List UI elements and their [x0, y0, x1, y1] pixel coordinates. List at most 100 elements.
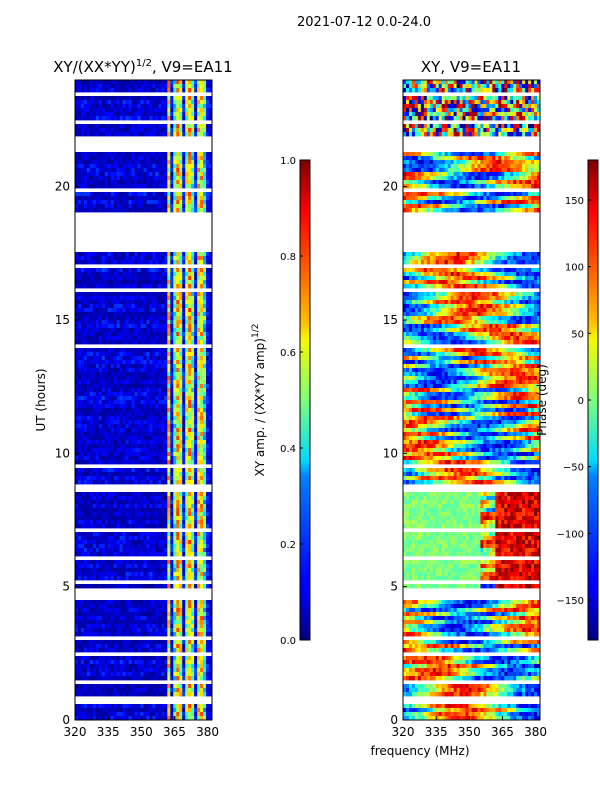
heatmap-cell — [158, 116, 162, 121]
heatmap-cell — [143, 380, 147, 385]
heatmap-cell — [119, 612, 124, 617]
heatmap-cell — [182, 276, 186, 281]
heatmap-cell — [128, 336, 132, 341]
heatmap-cell — [92, 320, 97, 325]
heatmap-cell — [179, 284, 183, 289]
heatmap-cell — [98, 552, 103, 557]
heatmap-cell — [203, 496, 207, 501]
heatmap-cell — [146, 268, 150, 273]
heatmap-cell — [125, 96, 130, 101]
heatmap-cell — [206, 416, 210, 421]
heatmap-cell — [122, 568, 127, 573]
heatmap-cell — [77, 104, 82, 109]
heatmap-cell — [113, 380, 118, 385]
heatmap-cell — [152, 256, 156, 261]
heatmap-cell — [155, 384, 159, 389]
heatmap-cell — [179, 512, 183, 517]
heatmap-cell — [134, 208, 138, 213]
heatmap-cell — [131, 308, 135, 313]
heatmap-cell — [98, 384, 103, 389]
heatmap-cell — [173, 384, 177, 389]
heatmap-cell — [146, 116, 150, 121]
heatmap-cell — [158, 292, 162, 297]
heatmap-cell — [146, 360, 150, 365]
heatmap-cell — [173, 352, 177, 357]
heatmap-cell — [128, 380, 132, 385]
heatmap-cell — [143, 152, 147, 157]
heatmap-cell — [194, 560, 198, 565]
heatmap-cell — [203, 384, 207, 389]
heatmap-cell — [119, 328, 124, 333]
heatmap-cell — [143, 156, 147, 161]
heatmap-cell — [107, 504, 112, 509]
heatmap-cell — [122, 544, 127, 549]
heatmap-cell — [188, 304, 192, 309]
heatmap-cell — [191, 608, 195, 613]
heatmap-cell — [137, 328, 141, 333]
heatmap-cell — [95, 560, 100, 565]
heatmap-cell — [146, 196, 150, 201]
heatmap-cell — [92, 584, 97, 589]
heatmap-cell — [176, 612, 180, 617]
heatmap-cell — [167, 568, 171, 573]
heatmap-cell — [206, 340, 210, 345]
heatmap-cell — [185, 88, 189, 93]
heatmap-cell — [191, 424, 195, 429]
heatmap-cell — [176, 300, 180, 305]
heatmap-cell — [101, 192, 106, 197]
heatmap-cell — [182, 368, 186, 373]
heatmap-cell — [164, 168, 168, 173]
heatmap-cell — [128, 308, 132, 313]
heatmap-cell — [116, 512, 121, 517]
heatmap-cell — [146, 128, 150, 133]
heatmap-cell — [122, 180, 127, 185]
heatmap-cell — [86, 392, 91, 397]
heatmap-cell — [173, 272, 177, 277]
heatmap-cell — [176, 336, 180, 341]
heatmap-cell — [125, 352, 130, 357]
heatmap-cell — [161, 536, 165, 541]
heatmap-cell — [110, 100, 115, 105]
heatmap-cell — [152, 112, 156, 117]
heatmap-cell — [197, 480, 201, 485]
heatmap-cell — [203, 260, 207, 265]
heatmap-cell — [152, 116, 156, 121]
heatmap-cell — [152, 368, 156, 373]
heatmap-cell — [104, 380, 109, 385]
heatmap-cell — [176, 392, 180, 397]
heatmap-cell — [131, 540, 135, 545]
heatmap-cell — [149, 124, 153, 129]
heatmap-cell — [191, 404, 195, 409]
heatmap-cell — [137, 180, 141, 185]
heatmap-cell — [170, 476, 174, 481]
heatmap-cell — [182, 456, 186, 461]
heatmap-cell — [149, 608, 153, 613]
heatmap-cell — [143, 360, 147, 365]
heatmap-cell — [89, 564, 94, 569]
heatmap-cell — [92, 252, 97, 257]
heatmap-cell — [179, 116, 183, 121]
heatmap-cell — [113, 276, 118, 281]
heatmap-cell — [176, 436, 180, 441]
heatmap-cell — [188, 452, 192, 457]
heatmap-cell — [75, 88, 79, 93]
heatmap-cell — [101, 152, 106, 157]
heatmap-cell — [77, 560, 82, 565]
heatmap-cell — [125, 316, 130, 321]
heatmap-cell — [143, 168, 147, 173]
heatmap-cell — [146, 156, 150, 161]
heatmap-cell — [86, 180, 91, 185]
heatmap-cell — [125, 184, 130, 189]
heatmap-cell — [75, 600, 79, 605]
heatmap-cell — [179, 80, 183, 85]
heatmap-cell — [128, 476, 132, 481]
heatmap-cell — [161, 552, 165, 557]
heatmap-cell — [92, 628, 97, 633]
heatmap-cell — [140, 628, 144, 633]
heatmap-cell — [98, 100, 103, 105]
heatmap-cell — [83, 476, 88, 481]
heatmap-cell — [200, 88, 204, 93]
heatmap-cell — [128, 444, 132, 449]
heatmap-cell — [194, 96, 198, 101]
heatmap-cell — [140, 256, 144, 261]
